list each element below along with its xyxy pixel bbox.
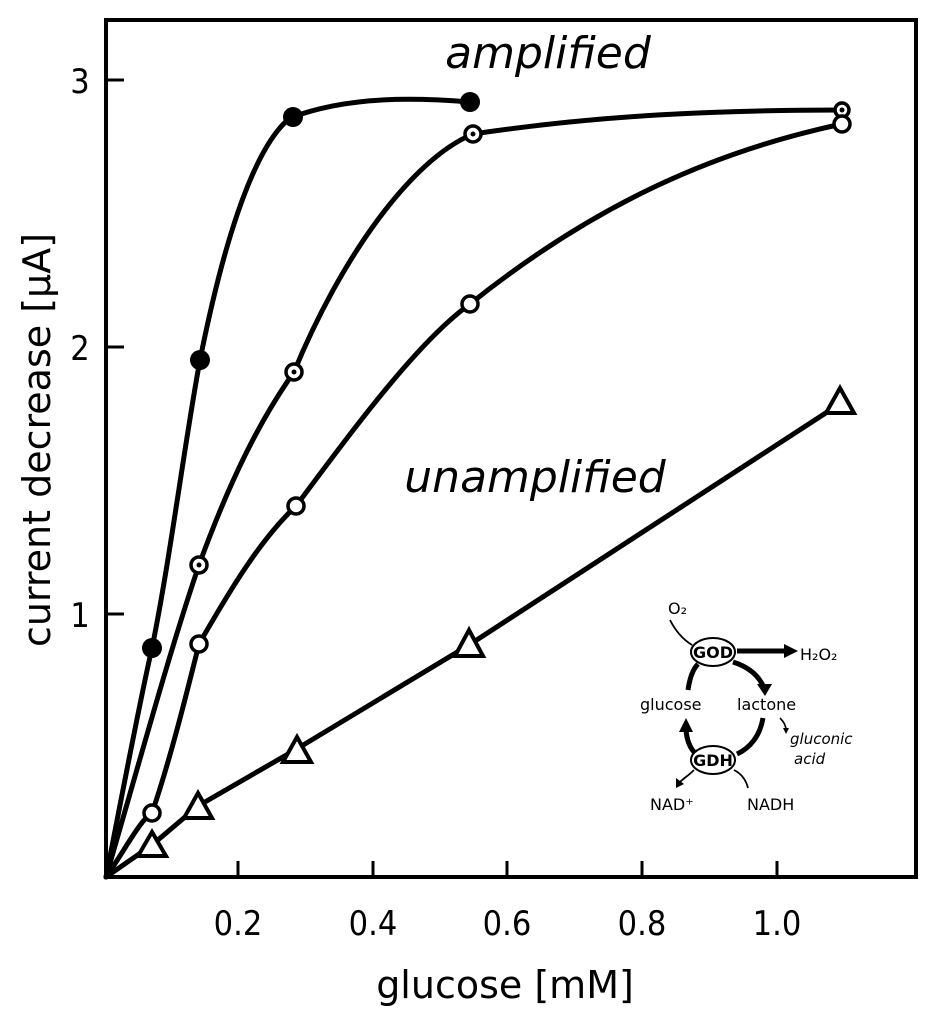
x-tick-0.2: 0.2 bbox=[214, 904, 263, 944]
x-tick-labels: 0.2 0.4 0.6 0.8 1.0 bbox=[214, 904, 802, 944]
x-tick-0.6: 0.6 bbox=[483, 904, 532, 944]
scheme-glucose: glucose bbox=[640, 695, 702, 714]
x-axis-title: glucose [mM] bbox=[376, 963, 634, 1007]
scheme-h2o2: H₂O₂ bbox=[800, 645, 837, 664]
markers-filled-circles bbox=[142, 92, 480, 658]
markers-dotted-circles bbox=[189, 101, 851, 575]
x-tick-1.0: 1.0 bbox=[753, 904, 802, 944]
y-tick-1: 1 bbox=[70, 596, 89, 636]
scheme-nadh: NADH bbox=[747, 795, 794, 814]
scheme-nad: NAD⁺ bbox=[650, 795, 694, 814]
scheme-acid: acid bbox=[794, 750, 826, 768]
annotation-amplified: amplified bbox=[445, 28, 652, 79]
y-ticks bbox=[106, 78, 124, 616]
x-ticks bbox=[236, 861, 779, 877]
y-axis-title: current decrease [µA] bbox=[15, 233, 59, 647]
scheme-lactone: lactone bbox=[737, 695, 796, 714]
y-tick-2: 2 bbox=[70, 329, 89, 369]
scheme-gluconic: gluconic bbox=[790, 730, 853, 748]
y-tick-labels: 3 2 1 bbox=[70, 62, 89, 636]
scheme-gdh: GDH bbox=[693, 751, 733, 770]
plot-frame bbox=[104, 18, 918, 879]
annotation-unamplified: unamplified bbox=[404, 452, 666, 503]
scheme-god: GOD bbox=[693, 643, 733, 662]
y-tick-3: 3 bbox=[70, 62, 89, 102]
markers-open-circles bbox=[142, 114, 852, 823]
x-tick-0.8: 0.8 bbox=[618, 904, 667, 944]
x-tick-0.4: 0.4 bbox=[349, 904, 398, 944]
reaction-scheme: O₂ GOD H₂O₂ glucose lactone gluconic aci… bbox=[640, 599, 853, 814]
scheme-o2: O₂ bbox=[668, 599, 687, 618]
markers-triangles bbox=[134, 383, 858, 858]
curve-dotted-circles bbox=[103, 107, 845, 880]
